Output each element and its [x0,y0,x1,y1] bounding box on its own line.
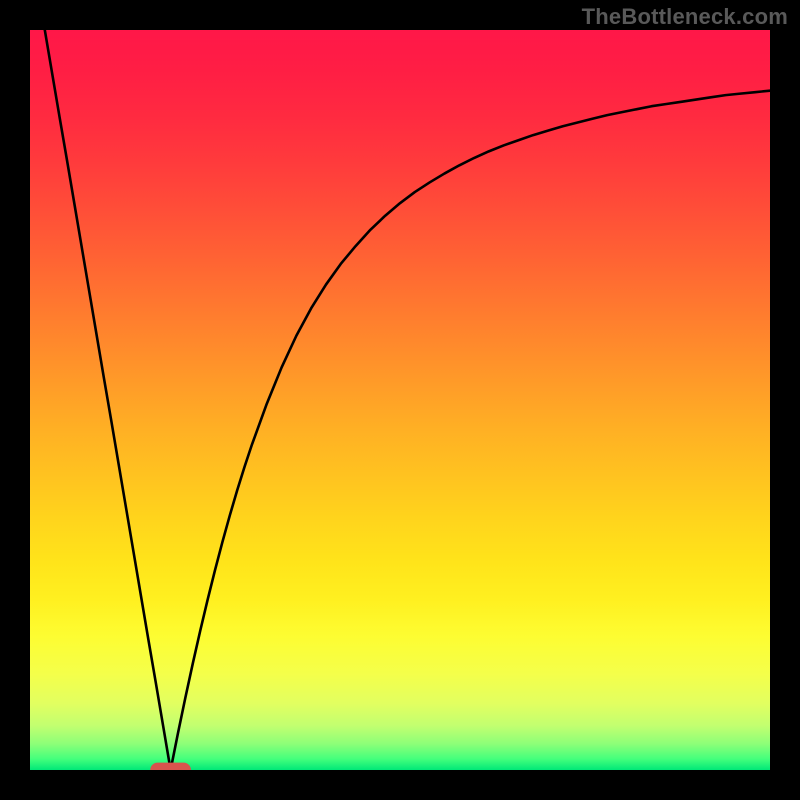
watermark-text: TheBottleneck.com [582,4,788,30]
chart-svg [0,0,800,800]
bottleneck-chart: TheBottleneck.com [0,0,800,800]
chart-background [30,30,770,770]
